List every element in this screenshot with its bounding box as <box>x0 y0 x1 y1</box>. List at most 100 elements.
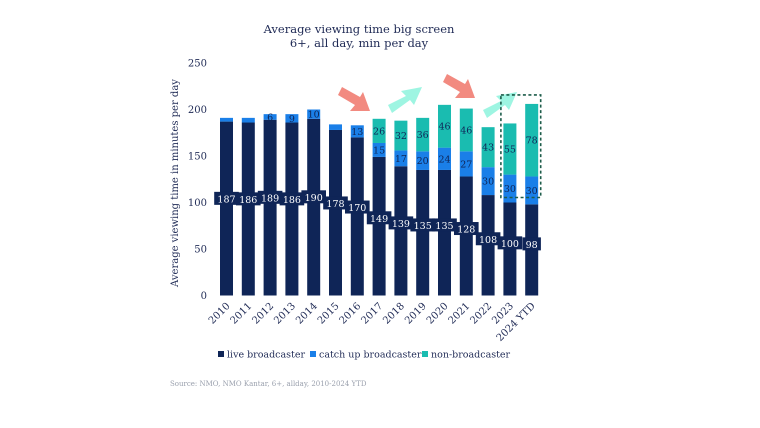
chart-title: Average viewing time big screen <box>263 22 455 36</box>
bar-segment-catch-up-broadcaster <box>220 117 233 122</box>
bar-segment-catch-up-broadcaster <box>285 114 299 123</box>
x-tick-label: 2010 <box>207 301 233 327</box>
bar-area: 187 186 189 6 186 9 190 10 178 170 13 149 15 26 139 17 3… <box>214 103 541 296</box>
bar-segment-catch-up-broadcaster <box>241 117 255 123</box>
x-tick-label: 2022 <box>468 301 494 327</box>
value-label-catch-up-broadcaster: 10 <box>308 110 320 121</box>
value-label-live-broadcaster: 139 <box>392 219 410 230</box>
value-label-catch-up-broadcaster: 30 <box>482 177 494 188</box>
x-tick-label: 2012 <box>250 301 276 327</box>
y-tick-label: 200 <box>188 105 207 116</box>
trend-arrow-up <box>483 92 517 118</box>
legend-swatch <box>218 351 224 357</box>
bar-segment-non-broadcaster <box>525 103 539 177</box>
value-label-catch-up-broadcaster: 15 <box>373 145 385 156</box>
legend-swatch <box>310 351 316 357</box>
highlight-box <box>500 94 542 199</box>
value-label-bg <box>497 236 523 250</box>
bar-segment-catch-up-broadcaster <box>481 167 495 196</box>
bar-segment-catch-up-broadcaster <box>263 114 277 120</box>
value-label-catch-up-broadcaster: 9 <box>289 114 295 125</box>
bar-segment-live-broadcaster <box>481 195 495 296</box>
value-label-live-broadcaster: 186 <box>283 195 301 206</box>
bar-segment-live-broadcaster <box>263 119 277 296</box>
value-label-non-broadcaster: 78 <box>526 136 538 147</box>
trend-arrow-down <box>443 74 475 98</box>
value-label-bg <box>454 222 479 236</box>
x-tick-label: 2014 <box>294 301 320 327</box>
value-label-bg <box>236 192 261 206</box>
legend-swatch <box>422 351 428 357</box>
value-label-catch-up-broadcaster: 30 <box>504 184 516 195</box>
legend-label: catch up broadcaster <box>319 350 422 361</box>
value-label-bg <box>257 190 283 204</box>
x-tick-label: 2018 <box>381 301 407 327</box>
value-label-bg <box>522 237 541 251</box>
trend-arrow-up <box>388 87 422 113</box>
value-label-live-broadcaster: 170 <box>348 203 366 214</box>
bar-segment-catch-up-broadcaster <box>350 125 364 138</box>
value-label-catch-up-broadcaster: 24 <box>438 154 450 165</box>
x-tick-label: 2011 <box>229 301 255 327</box>
value-label-non-broadcaster: 46 <box>438 122 450 133</box>
value-label-bg <box>301 190 326 204</box>
value-label-live-broadcaster: 186 <box>239 195 257 206</box>
x-axis-ticks: 2010201120122013201420152016201720182019… <box>207 301 538 344</box>
bar-segment-live-broadcaster <box>350 137 364 296</box>
bar-segment-non-broadcaster <box>416 117 430 152</box>
x-tick-label: 2020 <box>425 301 451 327</box>
value-label-live-broadcaster: 135 <box>435 221 453 232</box>
x-tick-label: 2016 <box>338 301 364 327</box>
bar-segment-live-broadcaster <box>307 118 321 296</box>
chart-subtitle: 6+, all day, min per day <box>290 36 429 50</box>
bar-segment-catch-up-broadcaster <box>307 109 321 119</box>
bar-segment-live-broadcaster <box>285 122 299 296</box>
value-label-non-broadcaster: 36 <box>417 130 429 141</box>
value-label-bg <box>366 211 392 225</box>
x-tick-label: 2019 <box>403 301 429 327</box>
y-tick-label: 0 <box>201 291 207 302</box>
value-label-catch-up-broadcaster: 6 <box>267 112 273 123</box>
value-label-live-broadcaster: 108 <box>479 235 497 246</box>
value-label-catch-up-broadcaster: 27 <box>460 159 472 170</box>
bar-segment-live-broadcaster <box>241 122 255 296</box>
legend-label: live broadcaster <box>227 350 305 361</box>
bar-segment-catch-up-broadcaster <box>503 174 517 203</box>
bar-segment-non-broadcaster <box>459 108 473 152</box>
bar-segment-live-broadcaster <box>459 176 473 296</box>
bar-segment-live-broadcaster <box>329 129 342 296</box>
value-label-bg <box>279 192 305 206</box>
bar-segment-live-broadcaster <box>438 169 451 296</box>
value-label-catch-up-broadcaster: 20 <box>417 156 429 167</box>
value-label-bg <box>475 232 501 246</box>
value-label-non-broadcaster: 26 <box>373 126 385 137</box>
trend-arrow-down <box>338 87 370 111</box>
value-label-live-broadcaster: 190 <box>305 193 323 204</box>
value-label-live-broadcaster: 100 <box>501 239 519 250</box>
value-label-live-broadcaster: 187 <box>217 194 235 205</box>
value-label-live-broadcaster: 128 <box>457 225 475 236</box>
value-label-catch-up-broadcaster: 13 <box>351 127 363 138</box>
y-axis-label: Average viewing time in minutes per day <box>170 79 181 288</box>
bar-segment-catch-up-broadcaster <box>459 151 473 177</box>
x-tick-label: 2021 <box>447 301 473 327</box>
value-label-bg <box>410 218 435 232</box>
x-tick-label: 2015 <box>316 301 342 327</box>
bar-segment-catch-up-broadcaster <box>329 124 342 130</box>
bar-segment-live-broadcaster <box>220 121 233 296</box>
y-tick-label: 100 <box>188 198 207 209</box>
x-tick-label: 2017 <box>359 301 385 327</box>
value-label-bg <box>214 191 239 205</box>
bar-segment-non-broadcaster <box>503 123 517 175</box>
value-label-non-broadcaster: 46 <box>460 125 472 136</box>
value-label-live-broadcaster: 189 <box>261 193 279 204</box>
source-note: Source: NMO, NMO Kantar, 6+, allday, 201… <box>170 380 367 388</box>
value-label-live-broadcaster: 178 <box>326 199 344 210</box>
y-axis-ticks: 0 50 100 150 200 250 <box>188 59 207 303</box>
value-label-live-broadcaster: 135 <box>414 221 432 232</box>
value-label-live-broadcaster: 149 <box>370 214 388 225</box>
value-label-bg <box>323 196 348 210</box>
legend: live broadcaster catch up broadcaster non-… <box>218 350 511 361</box>
y-tick-label: 250 <box>188 59 207 70</box>
